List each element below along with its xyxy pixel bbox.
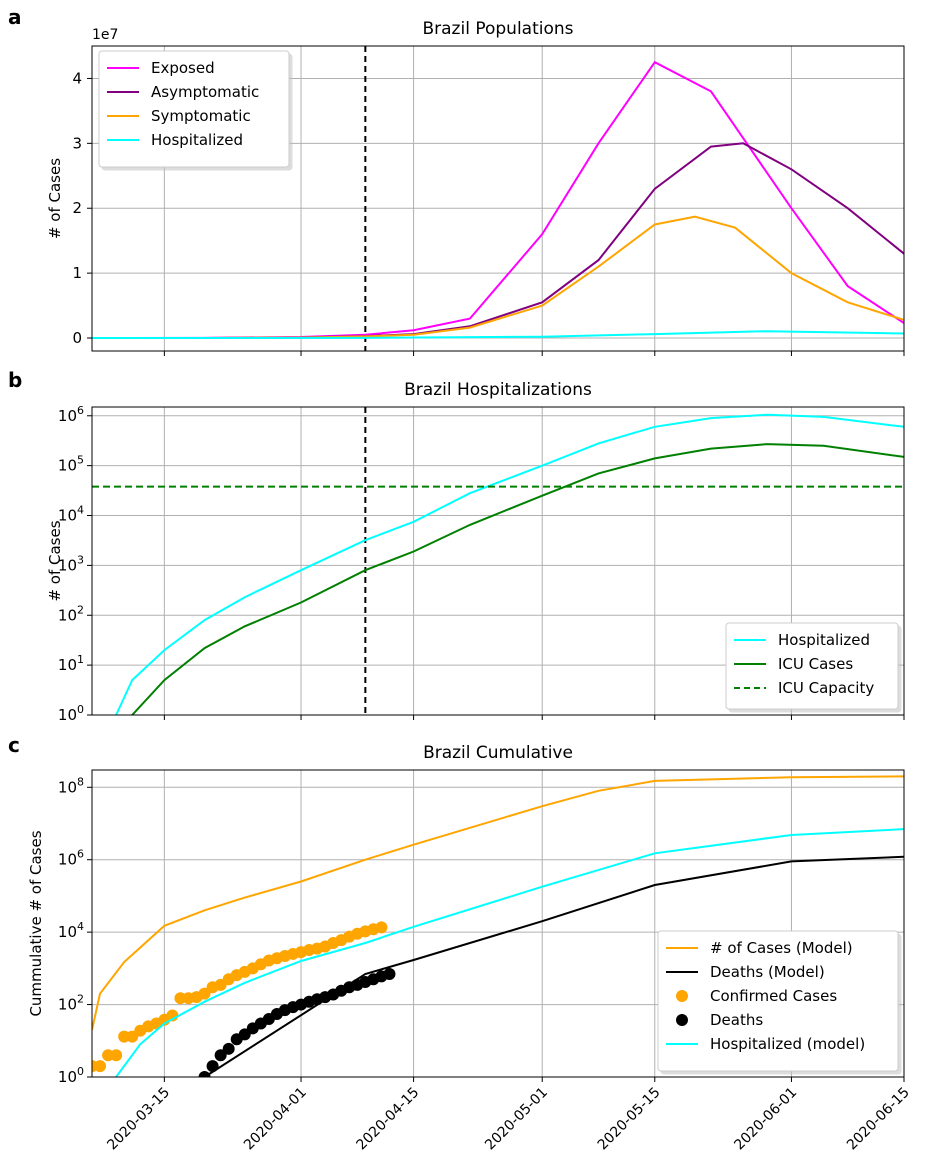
legend-swatch <box>676 1014 688 1026</box>
y-tick-label: 3 <box>72 134 82 152</box>
chart-title: Brazil Populations <box>422 19 573 39</box>
data-point <box>94 1060 107 1073</box>
data-point <box>206 1060 219 1073</box>
y-tick-label: 108 <box>58 775 84 796</box>
series-line <box>115 413 904 715</box>
legend: Hospitalized ICU Cases ICU Capacity <box>725 622 899 710</box>
plot-area <box>92 60 904 339</box>
legend-label: # of Cases (Model) <box>710 939 853 957</box>
legend-label: ICU Cases <box>778 655 853 673</box>
chart-title: Brazil Cumulative <box>423 743 573 763</box>
series-line <box>92 775 904 1031</box>
y-axis-label: Cummulative # of Cases <box>27 830 45 1016</box>
data-point <box>110 1049 123 1062</box>
x-tick-label: 2020-05-15 <box>595 1085 664 1154</box>
legend-swatch <box>676 990 688 1002</box>
legend-label: Hospitalized <box>151 131 243 149</box>
y-tick-label: 100 <box>58 703 84 724</box>
legend-label: ICU Capacity <box>778 679 874 697</box>
legend-label: Exposed <box>151 59 215 77</box>
legend-label: Confirmed Cases <box>710 987 837 1005</box>
legend-label: Asymptomatic <box>151 83 259 101</box>
legend-box <box>725 622 899 710</box>
legend-label: Deaths (Model) <box>710 963 825 981</box>
y-tick-label: 102 <box>58 603 84 624</box>
series-line <box>131 443 904 715</box>
y-tick-label: 101 <box>58 653 84 674</box>
legend-label: Deaths <box>710 1011 763 1029</box>
y-tick-label: 100 <box>58 1065 84 1086</box>
axes-frame <box>91 406 905 716</box>
x-tick-label: 2020-05-01 <box>482 1085 551 1154</box>
series-line <box>115 828 904 1077</box>
x-tick-label: 2020-04-15 <box>354 1085 423 1154</box>
legend-label: Hospitalized (model) <box>710 1035 865 1053</box>
data-point <box>198 1071 211 1077</box>
chart-panel-a: 0 1 2 3 4 1e7 Brazil Populations # of Cases Expo… <box>46 19 905 356</box>
data-point <box>383 967 396 980</box>
legend-box <box>98 50 290 168</box>
panel-label-b: b <box>8 368 22 392</box>
data-point <box>375 921 388 934</box>
legend: Exposed Asymptomatic Symptomatic Hospitaliz… <box>98 50 290 168</box>
data-point <box>222 1042 235 1055</box>
series-line <box>92 330 904 339</box>
x-tick-label: 2020-03-15 <box>104 1085 173 1154</box>
legend-label: Hospitalized <box>778 631 870 649</box>
legend-label: Symptomatic <box>151 107 251 125</box>
x-tick-label: 2020-06-15 <box>844 1085 913 1154</box>
y-tick-label: 104 <box>58 920 84 941</box>
data-point <box>214 1049 227 1062</box>
plot-area <box>92 775 904 1077</box>
offset-label: 1e7 <box>92 27 118 43</box>
series-line <box>92 215 904 339</box>
panel-label-c: c <box>8 733 20 757</box>
plot-area <box>92 413 904 715</box>
series-line <box>204 855 904 1077</box>
x-tick-label: 2020-04-01 <box>241 1085 310 1154</box>
y-tick-label: 4 <box>72 69 82 87</box>
legend-box <box>657 930 899 1072</box>
axes-frame <box>91 769 905 1078</box>
x-tick-label: 2020-06-01 <box>731 1085 800 1154</box>
y-tick-label: 0 <box>72 329 82 347</box>
y-tick-label: 106 <box>58 404 84 425</box>
y-tick-label: 2 <box>72 199 82 217</box>
y-tick-label: 1 <box>72 264 82 282</box>
y-tick-label: 106 <box>58 848 84 869</box>
y-axis-label: # of Cases <box>46 520 64 601</box>
panel-label-a: a <box>8 5 22 29</box>
series-line <box>92 142 904 339</box>
data-point <box>198 987 211 1000</box>
y-axis-label: # of Cases <box>46 158 64 239</box>
axes-frame <box>91 45 905 352</box>
y-tick-label: 105 <box>58 454 84 475</box>
chart-panel-c: 100 102 104 106 108 Brazil Cumulative Cummulat… <box>27 743 913 1153</box>
chart-title: Brazil Hospitalizations <box>404 380 592 400</box>
legend: # of Cases (Model) Deaths (Model) Confirme… <box>657 930 899 1072</box>
y-tick-label: 102 <box>58 993 84 1014</box>
